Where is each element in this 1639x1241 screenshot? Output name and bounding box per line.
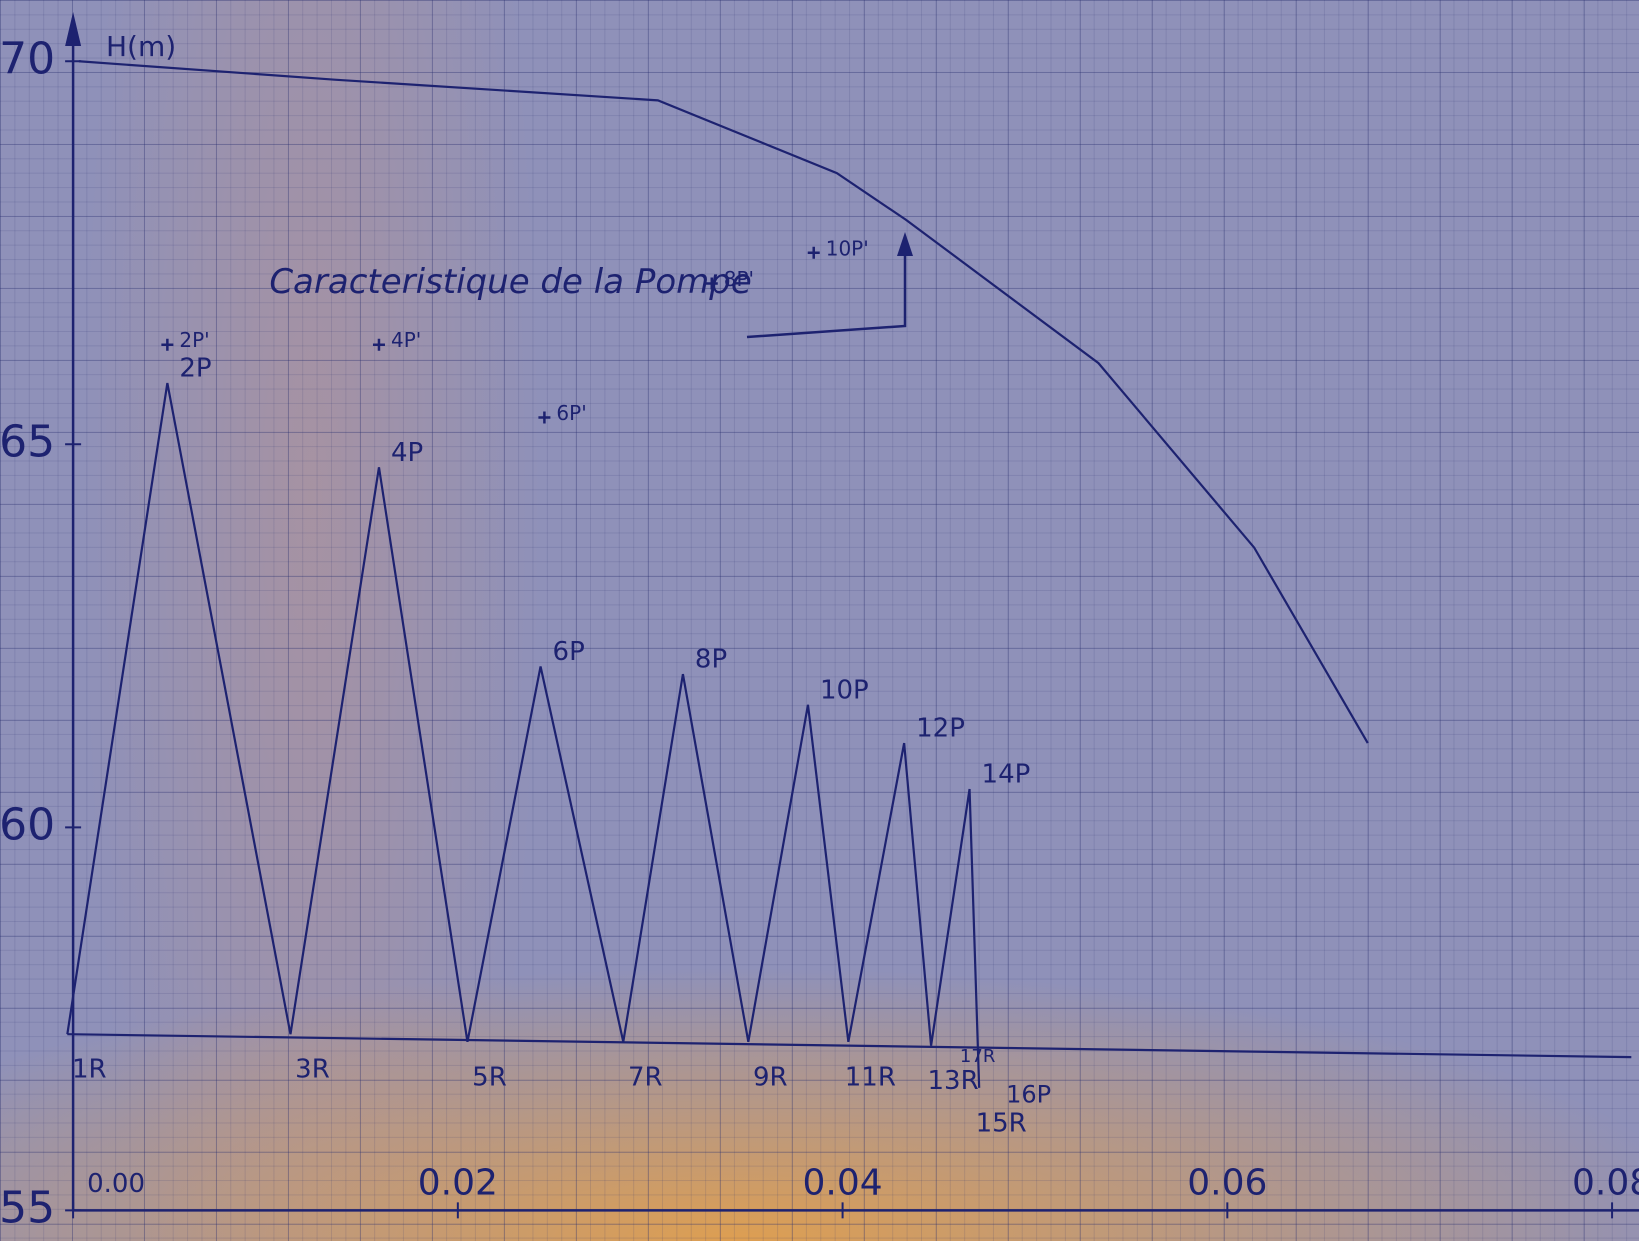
point-label: 17R [960,1046,995,1067]
point-label: 6P' [556,401,586,425]
point-label: 4P [391,438,423,468]
data-line [79,61,1368,743]
point-label: 13R [927,1066,978,1096]
y-tick-label: 55 [0,1182,55,1233]
point-label: 8P [695,645,727,675]
point-label: 7R [628,1062,663,1092]
point-label: 14P [982,760,1031,790]
marker [538,411,550,423]
point-label: 4P' [391,328,421,352]
point-label: 16P [1006,1080,1051,1108]
x-tick-label: 0.02 [418,1162,498,1203]
point-label: 11R [845,1062,896,1092]
point-label: 12P [916,714,965,744]
point-label: 1R [72,1055,107,1085]
x-tick-label: 0.00 [87,1169,145,1199]
point-label: 9R [753,1062,788,1092]
y-tick-label: 70 [0,33,55,84]
point-label: 2P' [179,328,209,352]
y-tick-label: 60 [0,799,55,850]
point-label: 3R [295,1055,330,1085]
point-label: 2P [179,354,211,384]
marker [808,247,820,259]
y-axis-arrow [65,12,81,46]
x-tick-label: 0.04 [803,1162,883,1203]
x-tick-label: 0.08 [1572,1162,1639,1203]
point-label: 5R [472,1062,507,1092]
point-label: 6P [553,637,585,667]
marker [373,339,385,351]
x-tick-label: 0.06 [1187,1162,1267,1203]
point-label: 10P' [826,236,869,260]
annotation-arrow-head [897,232,913,256]
annotation: Caracteristique de la Pompe [269,262,751,302]
y-axis-label: H(m) [106,30,176,63]
point-label: 15R [976,1108,1027,1138]
y-tick-label: 65 [0,416,55,467]
marker [161,339,173,351]
page: H(m) 55 60 65 70 0.00 0.02 0.04 0.06 0.08 1R 2P 3R 4… [0,0,1639,1241]
chart: H(m) 55 60 65 70 0.00 0.02 0.04 0.06 0.08 1R 2P 3R 4… [0,0,1639,1241]
data-line [67,383,979,1088]
point-label: 10P [820,675,869,705]
